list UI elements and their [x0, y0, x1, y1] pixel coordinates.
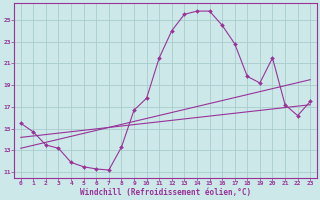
X-axis label: Windchill (Refroidissement éolien,°C): Windchill (Refroidissement éolien,°C) — [80, 188, 251, 197]
